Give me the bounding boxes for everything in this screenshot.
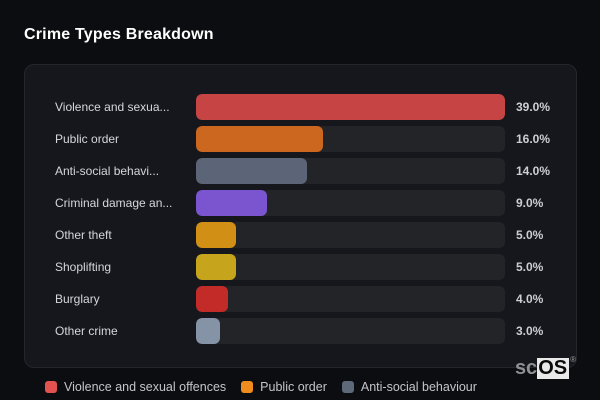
category-label: Anti-social behavi... (55, 164, 160, 178)
chart-panel: Violence and sexua... 39.0% Public order 16… (24, 64, 577, 368)
bar (196, 94, 505, 120)
bar-track (196, 190, 505, 216)
value-label: 5.0% (516, 260, 544, 274)
category-label: Burglary (55, 292, 100, 306)
legend-item[interactable]: Violence and sexual offences (45, 380, 226, 394)
watermark-logo: sc OS ® (514, 355, 576, 379)
legend-label: Anti-social behaviour (360, 380, 477, 394)
value-label: 39.0% (516, 100, 551, 114)
watermark-box: OS (537, 357, 570, 379)
bar-track (196, 94, 505, 120)
bar-track (196, 286, 505, 312)
watermark-prefix: sc (514, 357, 538, 379)
bar-row: Criminal damage an... 9.0% (25, 187, 576, 219)
category-label: Public order (55, 132, 120, 146)
category-label: Other theft (55, 228, 112, 242)
category-label: Shoplifting (55, 260, 112, 274)
category-label: Violence and sexua... (55, 100, 170, 114)
value-label: 4.0% (516, 292, 544, 306)
legend-item[interactable]: Public order (241, 380, 327, 394)
bar (196, 254, 236, 280)
bar-track (196, 158, 505, 184)
bar-row: Public order 16.0% (25, 123, 576, 155)
value-label: 14.0% (516, 164, 551, 178)
category-label: Other crime (55, 324, 118, 338)
bar (196, 158, 307, 184)
legend-swatch (45, 381, 57, 393)
bar (196, 318, 220, 344)
legend-item[interactable]: Anti-social behaviour (341, 380, 477, 394)
page-title: Crime Types Breakdown (24, 26, 214, 43)
bar-row: Burglary 4.0% (25, 283, 576, 315)
bar-track (196, 222, 505, 248)
bar-row: Shoplifting 5.0% (25, 251, 576, 283)
bar-row: Violence and sexua... 39.0% (25, 91, 576, 123)
registered-trademark-icon: ® (570, 355, 576, 364)
bar-track (196, 126, 505, 152)
bar-track (196, 254, 505, 280)
bar-track (196, 318, 505, 344)
legend-label: Public order (260, 380, 327, 394)
category-label: Criminal damage an... (55, 196, 173, 210)
value-label: 3.0% (516, 324, 544, 338)
legend-swatch (341, 381, 354, 393)
legend-swatch (241, 381, 254, 393)
bar-row: Other theft 5.0% (25, 219, 576, 251)
bar (196, 222, 236, 248)
bar (196, 126, 323, 152)
bar (196, 190, 268, 216)
chart-legend: Violence and sexual offences Public order… (45, 380, 477, 394)
value-label: 5.0% (516, 228, 544, 242)
bar-row: Anti-social behavi... 14.0% (25, 155, 576, 187)
value-label: 9.0% (516, 196, 544, 210)
bar (196, 286, 228, 312)
bar-row: Other crime 3.0% (25, 315, 576, 347)
bar-rows-container: Violence and sexua... 39.0% Public order 16… (25, 91, 576, 347)
legend-label: Violence and sexual offences (64, 380, 227, 394)
value-label: 16.0% (516, 132, 551, 146)
